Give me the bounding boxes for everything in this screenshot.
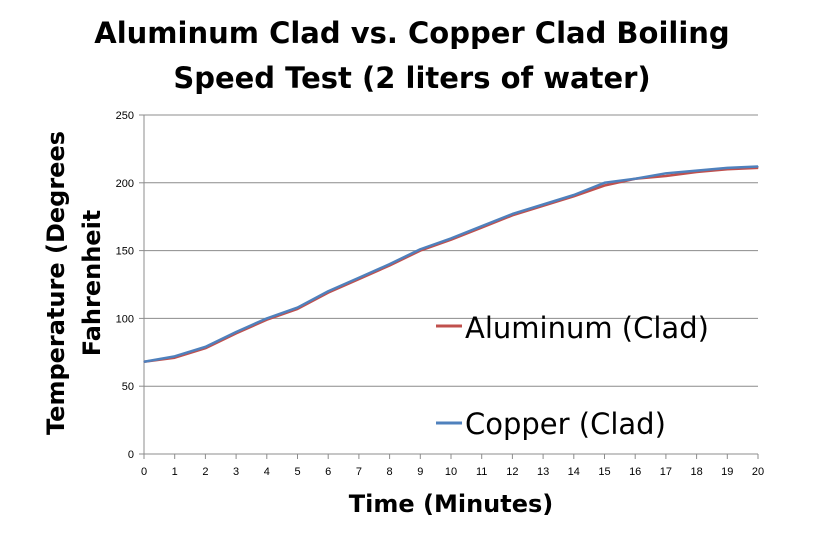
data-point-copper-0: [143, 361, 145, 363]
x-tick-label-19: 19: [721, 466, 733, 478]
x-tick-label-20: 20: [752, 466, 764, 478]
data-point-copper-4: [266, 317, 268, 319]
y-tick-label-250: 250: [116, 110, 134, 122]
data-point-copper-16: [634, 178, 636, 180]
series-lines: [143, 165, 759, 364]
y-axis-title-line-2: Fahrenheit: [78, 210, 106, 357]
y-tick-label-0: 0: [128, 449, 134, 461]
data-point-copper-8: [389, 263, 391, 265]
data-point-aluminum-17: [665, 175, 667, 177]
data-point-copper-9: [419, 248, 421, 250]
x-tick-label-3: 3: [233, 466, 239, 478]
x-tick-label-4: 4: [264, 466, 270, 478]
x-tick-label-2: 2: [202, 466, 208, 478]
data-point-copper-18: [696, 169, 698, 172]
x-tick-label-17: 17: [660, 466, 672, 478]
x-tick-label-14: 14: [568, 466, 580, 478]
data-point-copper-15: [603, 182, 606, 184]
x-tick-label-11: 11: [476, 466, 487, 478]
chart-title-line-1: Aluminum Clad vs. Copper Clad Boiling: [94, 16, 729, 50]
x-tick-label-1: 1: [172, 466, 178, 478]
data-point-copper-2: [204, 346, 206, 348]
data-point-copper-19: [726, 167, 728, 169]
data-point-aluminum-15: [603, 184, 606, 187]
data-point-copper-17: [665, 172, 667, 174]
legend-label-aluminum: Aluminum (Clad): [465, 311, 709, 345]
data-point-copper-5: [296, 306, 299, 309]
data-point-copper-3: [235, 331, 237, 333]
data-point-copper-7: [358, 277, 360, 279]
x-tick-label-7: 7: [356, 466, 362, 478]
legend: Aluminum (Clad) Copper (Clad): [436, 311, 709, 441]
y-axis-title-line-1: Temperature (Degrees: [42, 131, 70, 435]
data-point-copper-13: [542, 203, 544, 206]
x-tick-label-15: 15: [598, 466, 610, 478]
x-tick-label-0: 0: [141, 466, 147, 478]
x-tick-label-10: 10: [445, 466, 457, 478]
data-point-copper-11: [481, 225, 483, 227]
data-point-copper-20: [757, 165, 759, 168]
y-tick-label-200: 200: [116, 178, 134, 190]
data-point-copper-14: [573, 194, 575, 196]
x-tick-label-13: 13: [537, 466, 549, 478]
x-tick-label-6: 6: [325, 466, 331, 478]
chart-title-line-2: Speed Test (2 liters of water): [173, 61, 650, 95]
data-point-copper-6: [327, 290, 329, 292]
axes: [139, 114, 759, 459]
data-point-copper-12: [511, 213, 513, 215]
x-tick-label-18: 18: [690, 466, 702, 478]
x-tick-label-16: 16: [629, 466, 641, 478]
data-point-copper-10: [450, 237, 452, 239]
x-tick-label-5: 5: [294, 466, 300, 478]
x-tick-label-8: 8: [387, 466, 393, 478]
x-axis-title: Time (Minutes): [349, 490, 554, 518]
y-tick-label-150: 150: [116, 246, 134, 258]
gridlines: [144, 114, 758, 387]
y-tick-label-100: 100: [116, 313, 134, 325]
y-tick-label-50: 50: [122, 381, 134, 393]
data-point-copper-1: [174, 355, 176, 357]
x-tick-label-12: 12: [506, 466, 518, 478]
legend-label-copper: Copper (Clad): [465, 407, 666, 441]
x-tick-label-9: 9: [417, 466, 423, 478]
